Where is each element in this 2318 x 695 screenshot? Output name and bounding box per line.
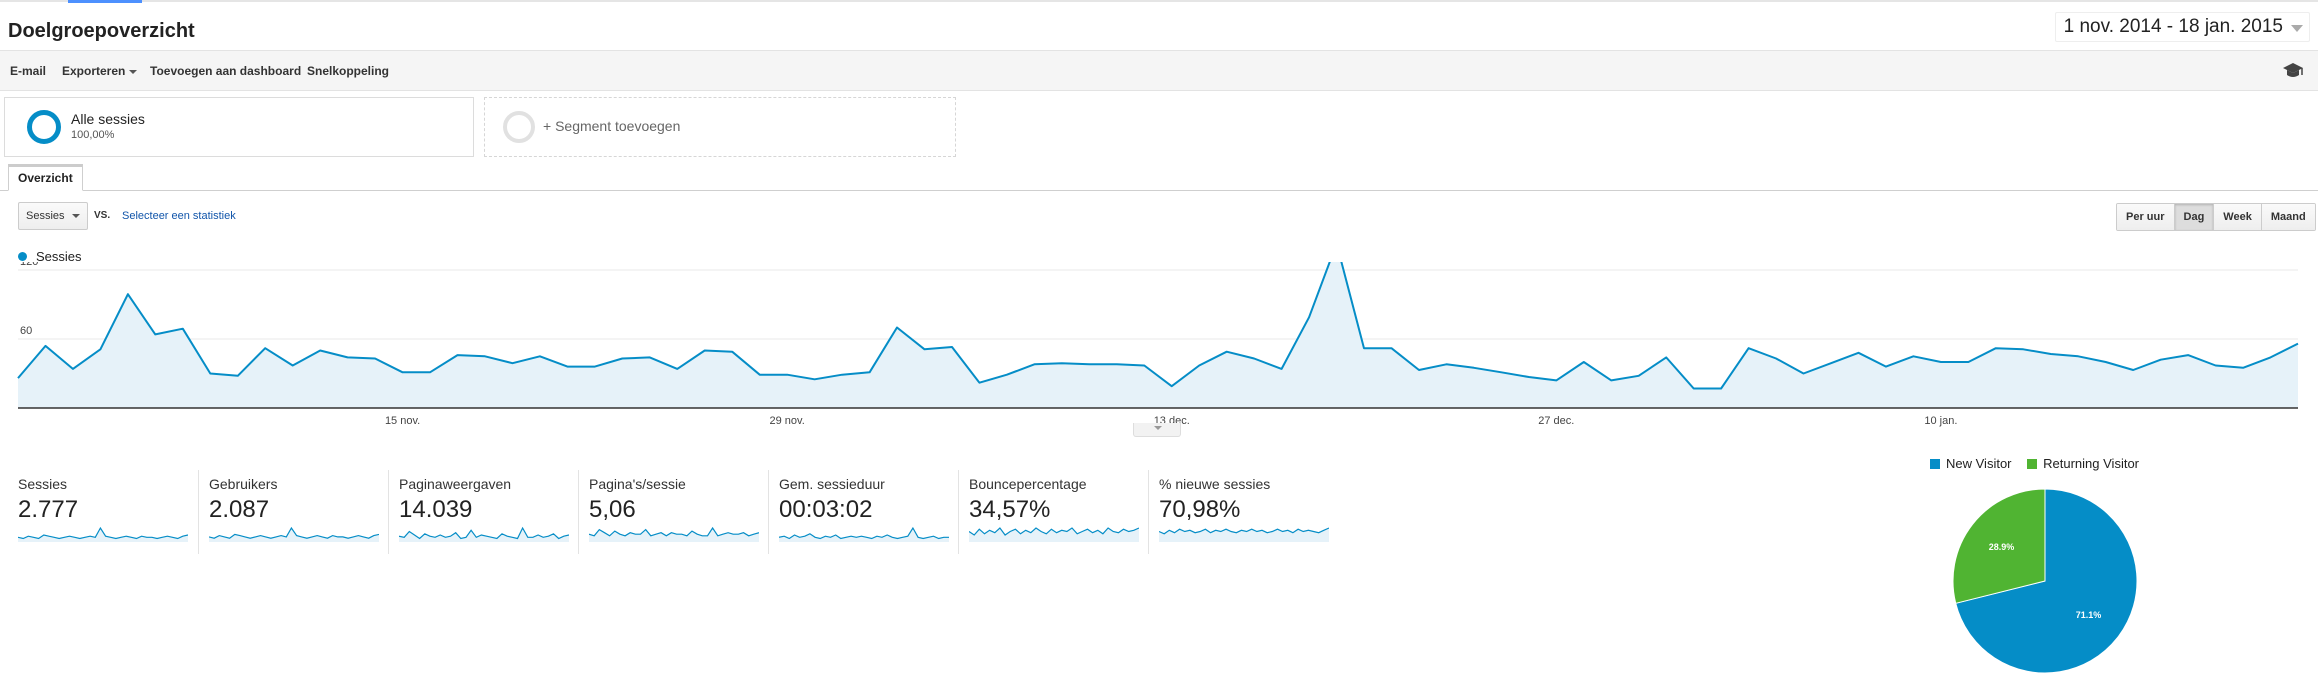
scorecard-value: 70,98%	[1159, 496, 1241, 523]
sparkline-area	[589, 528, 759, 542]
scorecard[interactable]: Paginaweergaven 14.039	[388, 470, 578, 554]
report-toolbar: E-mail Exporteren Toevoegen aan dashboar…	[0, 50, 2318, 91]
series-area	[18, 262, 2298, 408]
email-button[interactable]: E-mail	[10, 64, 47, 78]
pie-legend: New Visitor Returning Visitor	[1930, 456, 2151, 471]
active-nav-indicator	[68, 0, 142, 3]
pie-slice-label: 71.1%	[2076, 610, 2102, 620]
scorecard[interactable]: Pagina's/sessie 5,06	[578, 470, 768, 554]
metric-select[interactable]: Sessies	[18, 202, 88, 230]
scorecard-label: Gebruikers	[209, 476, 278, 492]
granularity-month-button[interactable]: Maand	[2260, 204, 2315, 230]
scorecard-value: 00:03:02	[779, 496, 873, 523]
sparkline-line	[399, 526, 569, 540]
sparkline-area	[969, 528, 1139, 542]
legend-label: Sessies	[36, 249, 82, 264]
y-tick-label: 120	[20, 262, 38, 268]
scorecard-value: 5,06	[589, 496, 636, 523]
segment-name: Alle sessies	[71, 111, 145, 127]
sparkline-area	[779, 528, 949, 542]
scorecard-label: Bouncepercentage	[969, 476, 1087, 492]
scorecard-label: Pagina's/sessie	[589, 476, 686, 492]
pie-legend-label: Returning Visitor	[2043, 456, 2140, 471]
add-segment-button[interactable]: + Segment toevoegen	[484, 97, 956, 157]
pie-legend-item-returning: Returning Visitor	[2027, 456, 2139, 471]
segment-all-sessions[interactable]: Alle sessies 100,00%	[4, 97, 474, 157]
segment-ring-icon	[27, 110, 61, 144]
scorecard-sparkline	[779, 526, 949, 542]
metric-select-value: Sessies	[26, 210, 65, 222]
sparkline-area	[399, 528, 569, 542]
sparkline-area	[209, 528, 379, 542]
scorecard-label: % nieuwe sessies	[1159, 476, 1271, 492]
add-to-dashboard-button[interactable]: Toevoegen aan dashboard	[150, 64, 302, 78]
scorecard-sparkline	[969, 527, 1139, 542]
granularity-toggle: Per uur Dag Week Maand	[2116, 203, 2316, 231]
graduation-cap-icon[interactable]	[2282, 62, 2304, 80]
scorecard-value: 2.087	[209, 496, 270, 523]
sparkline-line	[969, 527, 1139, 536]
chevron-down-icon	[129, 69, 138, 74]
export-label: Exporteren	[62, 64, 126, 78]
scorecard-label: Gem. sessieduur	[779, 476, 885, 492]
scorecard-sparkline	[589, 526, 759, 542]
chart-legend: Sessies	[18, 249, 82, 264]
series-line	[17, 262, 2299, 390]
date-range-picker[interactable]: 1 nov. 2014 - 18 jan. 2015	[2054, 12, 2310, 42]
x-tick-label: 15 nov.	[385, 415, 420, 427]
shortcut-button[interactable]: Snelkoppeling	[307, 64, 390, 78]
chevron-down-icon	[2291, 25, 2303, 32]
pie-legend-item-new: New Visitor	[1930, 456, 2012, 471]
chart-resize-handle[interactable]	[1133, 423, 1181, 437]
visitor-type-pie-chart[interactable]: 71.1% 28.9%	[1950, 486, 2140, 676]
top-border	[0, 0, 2318, 2]
date-range-label: 1 nov. 2014 - 18 jan. 2015	[2063, 16, 2283, 37]
scorecard-sparkline	[1159, 527, 1329, 542]
pie-slice[interactable]	[1955, 488, 2138, 674]
scorecard-value: 34,57%	[969, 496, 1051, 523]
scorecard[interactable]: Bouncepercentage 34,57%	[958, 470, 1148, 554]
pie-legend-label: New Visitor	[1946, 456, 2012, 471]
scorecard[interactable]: Gem. sessieduur 00:03:02	[768, 470, 958, 554]
x-tick-label: 27 dec.	[1538, 415, 1574, 427]
segment-percent: 100,00%	[71, 129, 115, 141]
scorecard[interactable]: % nieuwe sessies 70,98%	[1148, 470, 1338, 554]
x-tick-label: 10 jan.	[1924, 415, 1957, 427]
sparkline-line	[1159, 527, 1329, 535]
granularity-week-button[interactable]: Week	[2213, 204, 2261, 230]
segment-placeholder-ring-icon	[503, 111, 535, 143]
vs-label: VS.	[94, 210, 111, 221]
add-segment-label: + Segment toevoegen	[543, 118, 681, 134]
scorecard-value: 14.039	[399, 496, 473, 523]
legend-swatch-icon	[1930, 459, 1940, 469]
legend-dot-icon	[18, 252, 27, 261]
scorecard-value: 2.777	[18, 496, 79, 523]
sparkline-line	[209, 526, 379, 539]
scorecard[interactable]: Sessies 2.777	[18, 470, 208, 554]
scorecard-sparkline	[209, 526, 379, 542]
sparkline-line	[589, 526, 759, 537]
scorecard-label: Paginaweergaven	[399, 476, 512, 492]
legend-swatch-icon	[2027, 459, 2038, 469]
sparkline-area	[1159, 528, 1329, 542]
sparkline-line	[779, 526, 949, 540]
scorecard-sparkline	[18, 526, 188, 542]
y-tick-label: 60	[20, 325, 32, 337]
page-title: Doelgroepoverzicht	[8, 20, 195, 42]
scorecard[interactable]: Gebruikers 2.087	[198, 470, 388, 554]
pie-slice[interactable]	[1952, 488, 2046, 604]
select-statistic-link[interactable]: Selecteer een statistiek	[122, 210, 236, 222]
pie-slice-label: 28.9%	[1989, 542, 2015, 552]
chevron-down-icon	[72, 214, 80, 218]
x-tick-label: 29 nov.	[770, 415, 805, 427]
sparkline-line	[18, 526, 188, 540]
granularity-hourly-button[interactable]: Per uur	[2117, 204, 2174, 230]
tab-overview[interactable]: Overzicht	[8, 164, 83, 191]
scorecard-sparkline	[399, 526, 569, 542]
export-button[interactable]: Exporteren	[62, 64, 138, 78]
scorecard-label: Sessies	[18, 476, 68, 492]
granularity-day-button[interactable]: Dag	[2173, 204, 2214, 230]
tab-divider	[0, 190, 2318, 191]
